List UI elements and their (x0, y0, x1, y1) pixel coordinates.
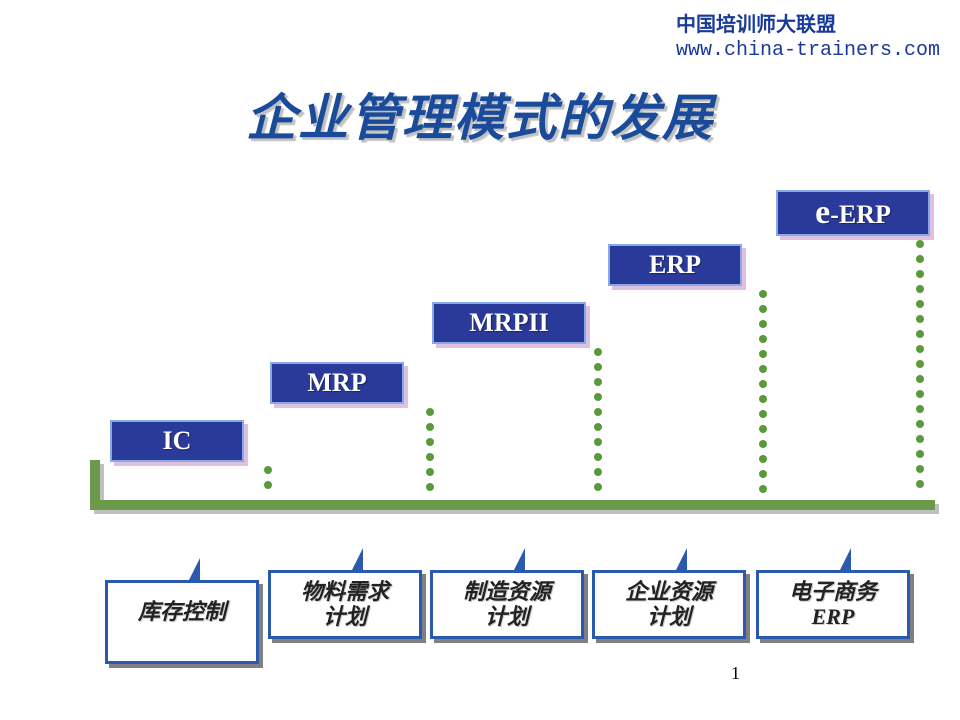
stage-box-erp: ERP (608, 244, 742, 286)
callout-3: 企业资源计划 (592, 570, 746, 639)
callout-2: 制造资源计划 (430, 570, 584, 639)
callout-pointer (351, 548, 363, 572)
callout-pointer (513, 548, 525, 572)
callout-pointer (188, 558, 200, 582)
callout-4: 电子商务ERP (756, 570, 910, 639)
callout-box: 制造资源计划 (430, 570, 584, 639)
stage-box-mrp: MRP (270, 362, 404, 404)
page-number: 1 (731, 663, 740, 684)
callout-pointer (839, 548, 851, 572)
callout-box: 物料需求计划 (268, 570, 422, 639)
stage-box-ic: IC (110, 420, 244, 462)
stage-box-e-erp: e-ERP (776, 190, 930, 236)
callout-0: 库存控制 (105, 580, 259, 664)
callout-pointer (675, 548, 687, 572)
callout-box: 企业资源计划 (592, 570, 746, 639)
callout-box: 电子商务ERP (756, 570, 910, 639)
callout-box: 库存控制 (105, 580, 259, 664)
stage-box-mrpii: MRPII (432, 302, 586, 344)
slide-canvas: 中国培训师大联盟 www.china-trainers.com 企业管理模式的发… (0, 0, 960, 720)
callout-1: 物料需求计划 (268, 570, 422, 639)
